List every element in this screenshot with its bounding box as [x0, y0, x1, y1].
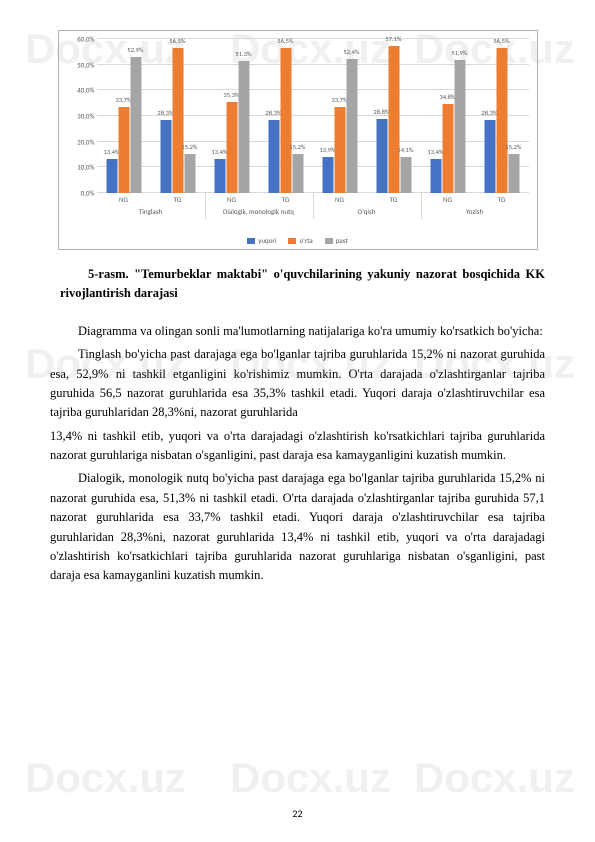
- y-tick-label: 40,0%: [63, 86, 95, 95]
- x-sub-label: NG: [443, 195, 452, 204]
- bar-value-label: 56,5%: [169, 37, 185, 45]
- body-text: Diagramma va olingan sonli ma'lumotlarni…: [50, 322, 545, 586]
- bar-group: 13,4%35,3%51,3%: [205, 39, 259, 193]
- bar-orta: 33,7%: [334, 107, 345, 193]
- y-tick-label: 30,0%: [63, 112, 95, 121]
- body-paragraph: Dialogik, monologik nutq bo'yicha past d…: [50, 469, 545, 585]
- bar-past: 15,2%: [508, 154, 519, 193]
- bar-yuqori: 28,3%: [484, 120, 495, 193]
- chart-plot-area: 0,0%10,0%20,0%30,0%40,0%50,0%60,0%13,4%3…: [97, 39, 529, 193]
- body-paragraph: Tinglash bo'yicha past darajaga ega bo'l…: [50, 345, 545, 423]
- y-tick-label: 50,0%: [63, 60, 95, 69]
- bar-yuqori: 13,4%: [106, 159, 117, 193]
- body-paragraph: 13,4% ni tashkil etib, yuqori va o'rta d…: [50, 427, 545, 466]
- bar-chart: 0,0%10,0%20,0%30,0%40,0%50,0%60,0%13,4%3…: [58, 30, 538, 250]
- bar-past: 15,2%: [184, 154, 195, 193]
- bar-past: 15,2%: [292, 154, 303, 193]
- x-group-label: Tinglash: [139, 207, 162, 216]
- bar-value-label: 57,1%: [385, 35, 401, 43]
- bar-value-label: 51,9%: [451, 49, 467, 57]
- bar-orta: 35,3%: [226, 102, 237, 193]
- watermark: Docx.uz: [414, 754, 575, 802]
- bar-set: 13,4%33,7%52,9%: [106, 39, 141, 193]
- bar-past: 52,4%: [346, 59, 357, 193]
- bar-set: 28,3%56,5%15,2%: [160, 39, 195, 193]
- bar-value-label: 52,4%: [343, 48, 359, 56]
- bar-yuqori: 28,8%: [376, 119, 387, 193]
- legend-item: past: [325, 236, 348, 245]
- x-sub-label: TG: [282, 195, 290, 204]
- x-group-label: O'qish: [358, 207, 376, 216]
- chart-legend: yuqori o'rta past: [59, 236, 537, 245]
- legend-item: yuqori: [247, 236, 276, 245]
- legend-item: o'rta: [288, 236, 312, 245]
- x-separator: [421, 193, 422, 219]
- bar-group: 13,9%33,7%52,4%: [313, 39, 367, 193]
- bar-set: 28,3%56,5%15,2%: [268, 39, 303, 193]
- legend-label: past: [336, 236, 348, 245]
- bar-group: 28,3%56,5%15,2%: [259, 39, 313, 193]
- bar-set: 28,8%57,1%14,1%: [376, 39, 411, 193]
- bar-past: 51,9%: [454, 60, 465, 193]
- y-tick-label: 20,0%: [63, 137, 95, 146]
- watermark: Docx.uz: [25, 754, 186, 802]
- x-sub-label: NG: [119, 195, 128, 204]
- body-paragraph: Diagramma va olingan sonli ma'lumotlarni…: [50, 322, 545, 341]
- bar-orta: 56,5%: [172, 48, 183, 193]
- bar-orta: 57,1%: [388, 46, 399, 193]
- legend-label: o'rta: [299, 236, 312, 245]
- bar-value-label: 15,2%: [181, 143, 197, 151]
- bar-yuqori: 13,4%: [214, 159, 225, 193]
- x-sub-label: NG: [335, 195, 344, 204]
- y-tick-label: 0,0%: [63, 189, 95, 198]
- x-sub-label: TG: [174, 195, 182, 204]
- legend-swatch-past: [325, 238, 333, 244]
- chart-x-axis: NG TG NG TG NG TG NG TG Tinglash Dialogik, monolo…: [97, 193, 529, 221]
- bar-past: 51,3%: [238, 61, 249, 193]
- bar-value-label: 52,9%: [127, 46, 143, 54]
- bar-orta: 34,8%: [442, 104, 453, 193]
- bar-orta: 33,7%: [118, 107, 129, 193]
- bar-value-label: 15,2%: [289, 143, 305, 151]
- bar-group: 13,4%33,7%52,9%: [97, 39, 151, 193]
- bar-value-label: 56,5%: [277, 37, 293, 45]
- figure-caption: 5-rasm. "Temurbeklar maktabi" o'quvchila…: [60, 265, 545, 304]
- x-sub-label: TG: [498, 195, 506, 204]
- legend-label: yuqori: [258, 236, 276, 245]
- y-tick-label: 10,0%: [63, 163, 95, 172]
- bar-orta: 56,5%: [280, 48, 291, 193]
- y-tick-label: 60,0%: [63, 35, 95, 44]
- legend-swatch-orta: [288, 238, 296, 244]
- bar-past: 52,9%: [130, 57, 141, 193]
- bar-group: 28,3%56,5%15,2%: [475, 39, 529, 193]
- bar-value-label: 14,1%: [397, 146, 413, 154]
- bar-orta: 56,5%: [496, 48, 507, 193]
- x-group-label: Yozish: [466, 207, 483, 216]
- bar-set: 13,4%35,3%51,3%: [214, 39, 249, 193]
- x-separator: [313, 193, 314, 219]
- bar-group: 13,4%34,8%51,9%: [421, 39, 475, 193]
- bar-value-label: 56,5%: [493, 37, 509, 45]
- bar-past: 14,1%: [400, 157, 411, 193]
- bar-value-label: 51,3%: [235, 50, 251, 58]
- bar-yuqori: 13,9%: [322, 157, 333, 193]
- bar-value-label: 15,2%: [505, 143, 521, 151]
- bar-set: 13,4%34,8%51,9%: [430, 39, 465, 193]
- legend-swatch-yuqori: [247, 238, 255, 244]
- x-sub-label: NG: [227, 195, 236, 204]
- bar-set: 13,9%33,7%52,4%: [322, 39, 357, 193]
- bar-set: 28,3%56,5%15,2%: [484, 39, 519, 193]
- bar-group: 28,8%57,1%14,1%: [367, 39, 421, 193]
- x-group-label: Dialogik, monologik nutq: [223, 207, 294, 216]
- bar-yuqori: 28,3%: [268, 120, 279, 193]
- bar-group: 28,3%56,5%15,2%: [151, 39, 205, 193]
- page-number: 22: [0, 807, 595, 820]
- x-sub-label: TG: [390, 195, 398, 204]
- bar-yuqori: 28,3%: [160, 120, 171, 193]
- bar-yuqori: 13,4%: [430, 159, 441, 193]
- x-separator: [205, 193, 206, 219]
- watermark: Docx.uz: [230, 754, 391, 802]
